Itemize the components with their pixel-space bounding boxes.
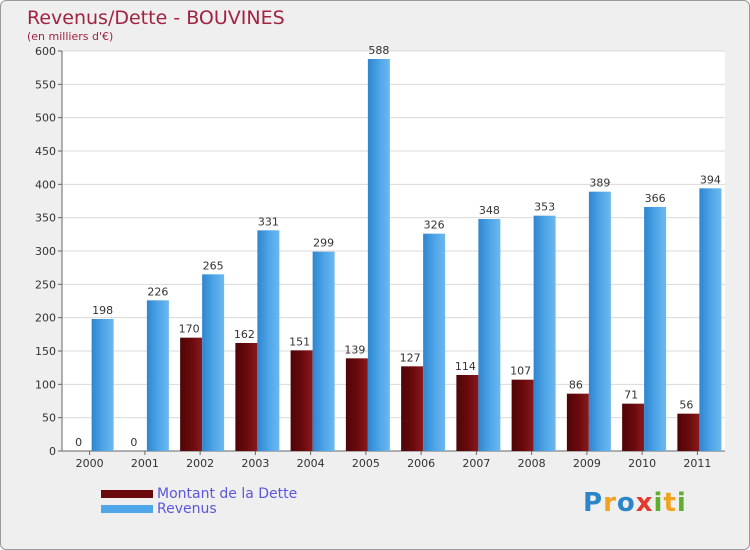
bar-revenus xyxy=(202,274,225,451)
y-tick-label: 400 xyxy=(35,178,56,191)
logo-letter: P xyxy=(583,488,604,518)
legend-swatch-dette xyxy=(101,490,153,498)
data-label-dette: 86 xyxy=(569,379,583,392)
x-tick-label: 2004 xyxy=(297,457,325,470)
data-label-dette: 0 xyxy=(130,436,137,449)
x-tick-label: 2011 xyxy=(683,457,711,470)
data-label-dette: 170 xyxy=(179,323,200,336)
data-label-dette: 56 xyxy=(679,399,693,412)
y-tick-label: 600 xyxy=(35,45,56,58)
data-label-dette: 151 xyxy=(289,335,310,348)
data-label-revenus: 198 xyxy=(92,304,113,317)
data-label-revenus: 348 xyxy=(479,204,500,217)
bar-revenus xyxy=(423,233,446,451)
data-label-revenus: 394 xyxy=(700,173,721,186)
x-tick-label: 2005 xyxy=(352,457,380,470)
bar-dette xyxy=(456,375,479,451)
bar-revenus xyxy=(146,300,169,451)
chart-subtitle: (en milliers d'€) xyxy=(27,30,114,43)
bar-dette xyxy=(345,358,368,451)
y-tick-label: 300 xyxy=(35,245,56,258)
data-label-dette: 139 xyxy=(344,343,365,356)
legend-label-revenus: Revenus xyxy=(157,501,217,517)
bar-revenus xyxy=(533,215,556,451)
bar-revenus xyxy=(91,319,114,451)
data-label-dette: 71 xyxy=(624,389,638,402)
bar-revenus xyxy=(478,219,501,451)
data-label-revenus: 353 xyxy=(534,201,555,214)
bar-dette xyxy=(566,393,589,451)
logo-letter: o xyxy=(616,488,636,518)
data-label-revenus: 366 xyxy=(645,192,666,205)
data-label-revenus: 326 xyxy=(424,219,445,232)
bar-revenus xyxy=(699,188,722,452)
bar-dette xyxy=(180,337,203,451)
logo-letter: r xyxy=(603,488,617,518)
data-label-dette: 162 xyxy=(234,328,255,341)
bar-revenus xyxy=(588,191,611,451)
bar-revenus xyxy=(367,59,390,451)
y-tick-label: 550 xyxy=(35,78,56,91)
x-tick-label: 2007 xyxy=(462,457,490,470)
y-tick-label: 350 xyxy=(35,212,56,225)
bar-dette xyxy=(290,350,313,451)
y-tick-label: 100 xyxy=(35,378,56,391)
legend-label-dette: Montant de la Dette xyxy=(157,486,298,502)
logo-letter: i xyxy=(653,488,664,518)
bar-dette xyxy=(401,366,424,451)
x-tick-label: 2002 xyxy=(186,457,214,470)
data-label-revenus: 331 xyxy=(258,215,279,228)
bar-dette xyxy=(677,413,700,451)
logo-letter: x xyxy=(635,488,654,518)
data-label-dette: 127 xyxy=(400,351,421,364)
x-tick-label: 2000 xyxy=(76,457,104,470)
y-tick-label: 50 xyxy=(42,412,56,425)
bar-dette xyxy=(622,403,645,451)
data-label-revenus: 265 xyxy=(203,259,224,272)
y-tick-label: 500 xyxy=(35,112,56,125)
logo-letter: t xyxy=(663,488,677,518)
data-label-dette: 0 xyxy=(75,436,82,449)
data-label-revenus: 299 xyxy=(313,237,334,250)
x-tick-label: 2009 xyxy=(573,457,601,470)
x-tick-label: 2008 xyxy=(518,457,546,470)
logo-letter: i xyxy=(676,488,687,518)
data-label-revenus: 389 xyxy=(589,177,610,190)
y-tick-label: 250 xyxy=(35,278,56,291)
data-label-revenus: 226 xyxy=(147,285,168,298)
chart-title: Revenus/Dette - BOUVINES xyxy=(27,7,285,29)
x-tick-label: 2003 xyxy=(241,457,269,470)
bar-revenus xyxy=(644,207,667,451)
data-label-revenus: 588 xyxy=(368,44,389,57)
bar-dette xyxy=(511,379,534,451)
y-tick-label: 200 xyxy=(35,312,56,325)
y-tick-label: 0 xyxy=(49,445,56,458)
proxiti-logo: Proxiti xyxy=(583,488,687,518)
bar-revenus xyxy=(257,230,280,451)
data-label-dette: 107 xyxy=(510,365,531,378)
bar-revenus xyxy=(312,251,335,451)
x-tick-label: 2010 xyxy=(628,457,656,470)
legend-swatch-revenus xyxy=(101,505,153,513)
bar-dette xyxy=(235,343,258,451)
x-tick-label: 2001 xyxy=(131,457,159,470)
y-tick-label: 150 xyxy=(35,345,56,358)
y-tick-label: 450 xyxy=(35,145,56,158)
data-label-dette: 114 xyxy=(455,360,476,373)
x-tick-label: 2006 xyxy=(407,457,435,470)
